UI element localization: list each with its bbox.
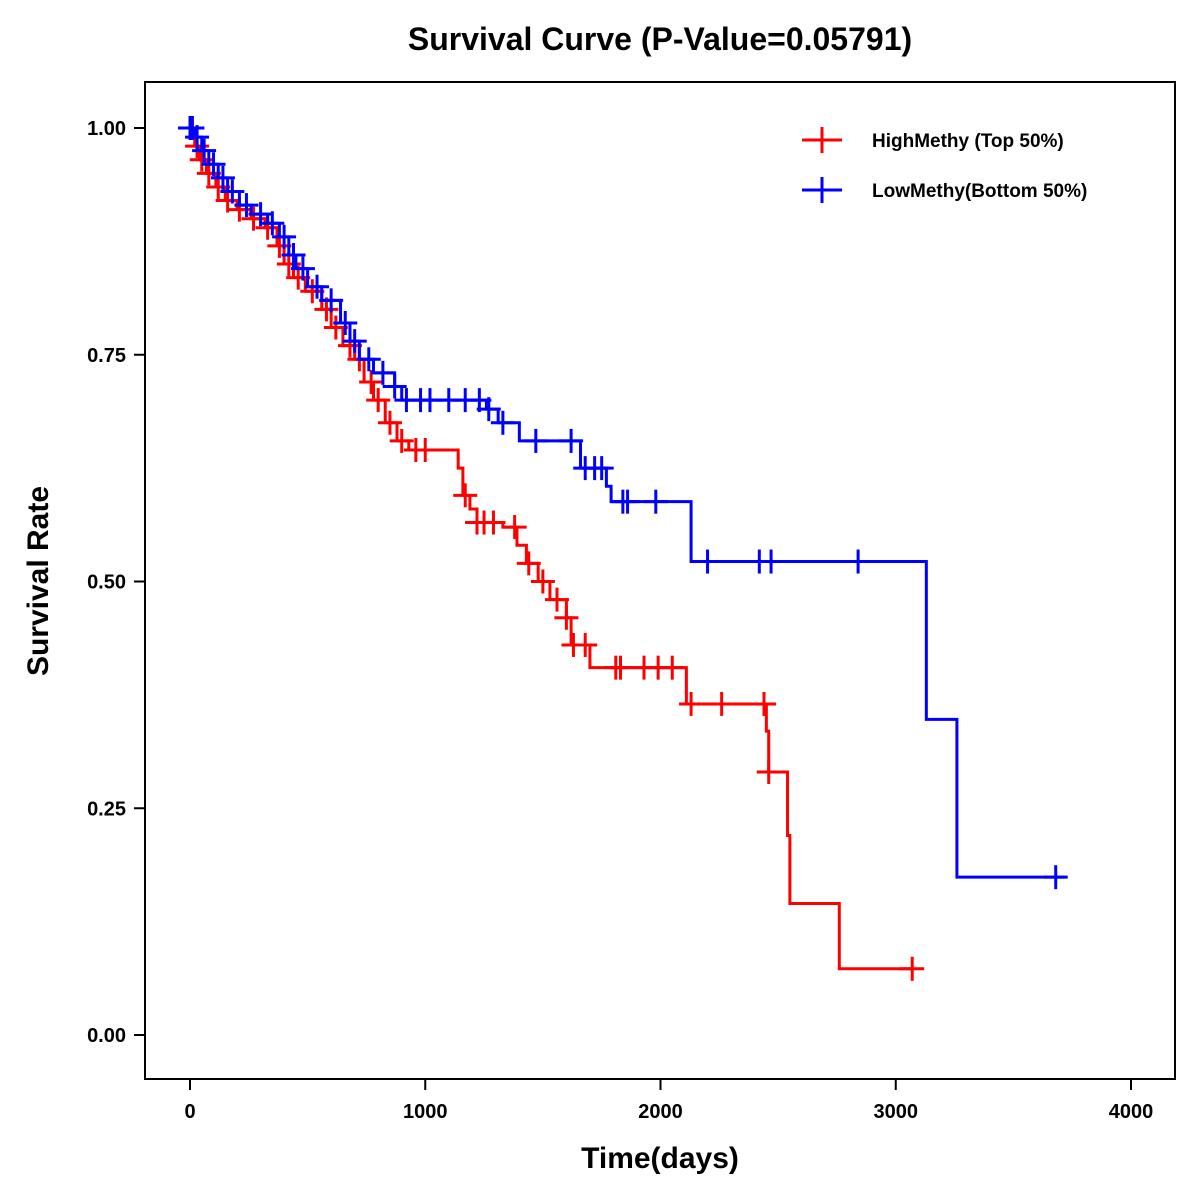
legend-label: LowMethy(Bottom 50%): [872, 181, 1087, 202]
censor-mark: [679, 691, 704, 716]
y-tick-label: 0.75: [87, 345, 126, 367]
x-tick-label: 3000: [874, 1101, 919, 1123]
censor-mark: [272, 224, 297, 249]
censor-mark: [342, 329, 367, 354]
y-tick-label: 0.50: [87, 572, 126, 594]
censor-mark: [220, 179, 245, 204]
censor-mark: [523, 428, 548, 453]
censor-mark: [290, 256, 315, 281]
censor-mark: [305, 274, 330, 299]
legend-label: HighMethy (Top 50%): [872, 131, 1064, 152]
censor-mark: [389, 428, 414, 453]
censor-mark: [516, 551, 541, 576]
censor-mark: [752, 691, 777, 716]
legend: HighMethy (Top 50%) LowMethy(Bottom 50%): [802, 127, 1087, 203]
censor-mark: [476, 397, 501, 422]
censor-mark: [260, 211, 285, 236]
censor-mark: [615, 489, 640, 514]
x-tick-label: 2000: [638, 1101, 683, 1123]
censor-mark: [453, 483, 478, 508]
y-tick-label: 0.25: [87, 798, 126, 820]
censor-mark: [382, 374, 407, 399]
legend-item: HighMethy (Top 50%): [802, 127, 1064, 153]
legend-item: LowMethy(Bottom 50%): [802, 177, 1087, 203]
censor-mark: [185, 125, 210, 150]
censor-mark: [481, 510, 506, 535]
x-tick-label: 0: [184, 1101, 195, 1123]
censor-mark: [846, 549, 871, 574]
censor-mark: [201, 152, 226, 177]
censor-mark: [356, 347, 381, 372]
censor-mark: [319, 288, 344, 313]
censor-mark: [709, 691, 734, 716]
y-axis-label: Survival Rate: [22, 486, 55, 676]
censor-mark: [333, 311, 358, 336]
plot-panel: [144, 81, 1176, 1080]
censor-mark: [559, 428, 584, 453]
censor-mark: [490, 410, 515, 435]
x-axis-label: Time(days): [581, 1142, 739, 1175]
censor-mark: [554, 605, 579, 630]
censor-mark: [377, 410, 402, 435]
censor-mark: [756, 759, 781, 784]
censor-mark: [530, 569, 555, 594]
censor-mark: [660, 655, 685, 680]
censor-mark: [234, 193, 259, 218]
censor-mark: [413, 437, 438, 462]
censor-mark: [366, 388, 391, 413]
x-tick-label: 4000: [1109, 1101, 1154, 1123]
censor-mark: [643, 489, 668, 514]
censor-mark: [502, 515, 527, 540]
y-tick-label: 1.00: [87, 118, 126, 140]
censor-mark: [589, 456, 614, 481]
censor-mark: [573, 632, 598, 657]
x-tick-label: 1000: [403, 1101, 448, 1123]
censor-mark: [608, 655, 633, 680]
censor-mark: [695, 549, 720, 574]
censor-mark: [900, 956, 925, 981]
censor-mark: [1043, 865, 1068, 890]
y-tick-label: 0.00: [87, 1025, 126, 1047]
chart-title: Survival Curve (P-Value=0.05791): [408, 21, 912, 57]
censor-mark: [759, 549, 784, 574]
censor-mark: [192, 138, 217, 163]
censor-mark: [370, 360, 395, 385]
censor-mark: [281, 242, 306, 267]
censor-mark: [210, 165, 235, 190]
censor-mark: [544, 587, 569, 612]
